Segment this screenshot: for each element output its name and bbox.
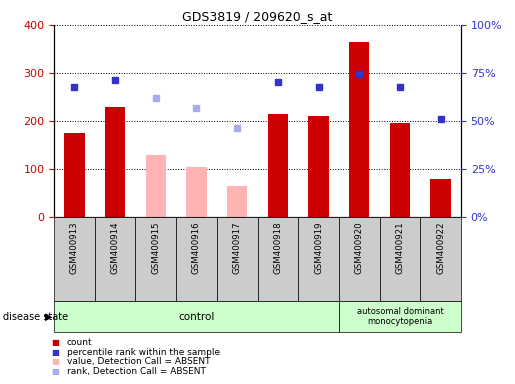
Text: GSM400920: GSM400920 xyxy=(355,221,364,274)
Bar xyxy=(298,217,339,301)
Text: count: count xyxy=(67,338,93,347)
Text: GSM400914: GSM400914 xyxy=(111,221,119,274)
Text: GSM400918: GSM400918 xyxy=(273,221,282,274)
Text: rank, Detection Call = ABSENT: rank, Detection Call = ABSENT xyxy=(67,367,206,376)
Text: ■: ■ xyxy=(52,338,59,347)
Bar xyxy=(268,114,288,217)
Bar xyxy=(64,133,84,217)
Bar xyxy=(105,107,125,217)
Bar xyxy=(349,42,369,217)
Text: autosomal dominant
monocytopenia: autosomal dominant monocytopenia xyxy=(356,307,443,326)
Bar xyxy=(227,186,247,217)
Bar xyxy=(135,217,176,301)
Text: ■: ■ xyxy=(52,348,59,356)
Text: disease state: disease state xyxy=(3,312,67,322)
Text: ▶: ▶ xyxy=(45,312,53,322)
Bar xyxy=(146,155,166,217)
Bar xyxy=(217,217,258,301)
Bar xyxy=(95,217,135,301)
Bar xyxy=(431,179,451,217)
Text: ■: ■ xyxy=(52,367,59,376)
Text: GSM400922: GSM400922 xyxy=(436,221,445,274)
Bar xyxy=(308,116,329,217)
Bar xyxy=(420,217,461,301)
Text: GSM400917: GSM400917 xyxy=(233,221,242,274)
Bar xyxy=(54,217,95,301)
Text: control: control xyxy=(178,312,215,322)
Bar xyxy=(176,217,217,301)
Text: value, Detection Call = ABSENT: value, Detection Call = ABSENT xyxy=(67,357,211,366)
Text: GDS3819 / 209620_s_at: GDS3819 / 209620_s_at xyxy=(182,10,333,23)
Bar xyxy=(380,217,420,301)
Bar xyxy=(258,217,298,301)
Text: ■: ■ xyxy=(52,357,59,366)
Text: GSM400919: GSM400919 xyxy=(314,221,323,274)
Bar xyxy=(186,167,207,217)
Text: GSM400921: GSM400921 xyxy=(396,221,404,274)
Text: percentile rank within the sample: percentile rank within the sample xyxy=(67,348,220,356)
Text: GSM400913: GSM400913 xyxy=(70,221,79,274)
Bar xyxy=(390,123,410,217)
Bar xyxy=(54,301,339,332)
Bar xyxy=(339,217,380,301)
Bar xyxy=(339,301,461,332)
Text: GSM400916: GSM400916 xyxy=(192,221,201,274)
Text: GSM400915: GSM400915 xyxy=(151,221,160,274)
